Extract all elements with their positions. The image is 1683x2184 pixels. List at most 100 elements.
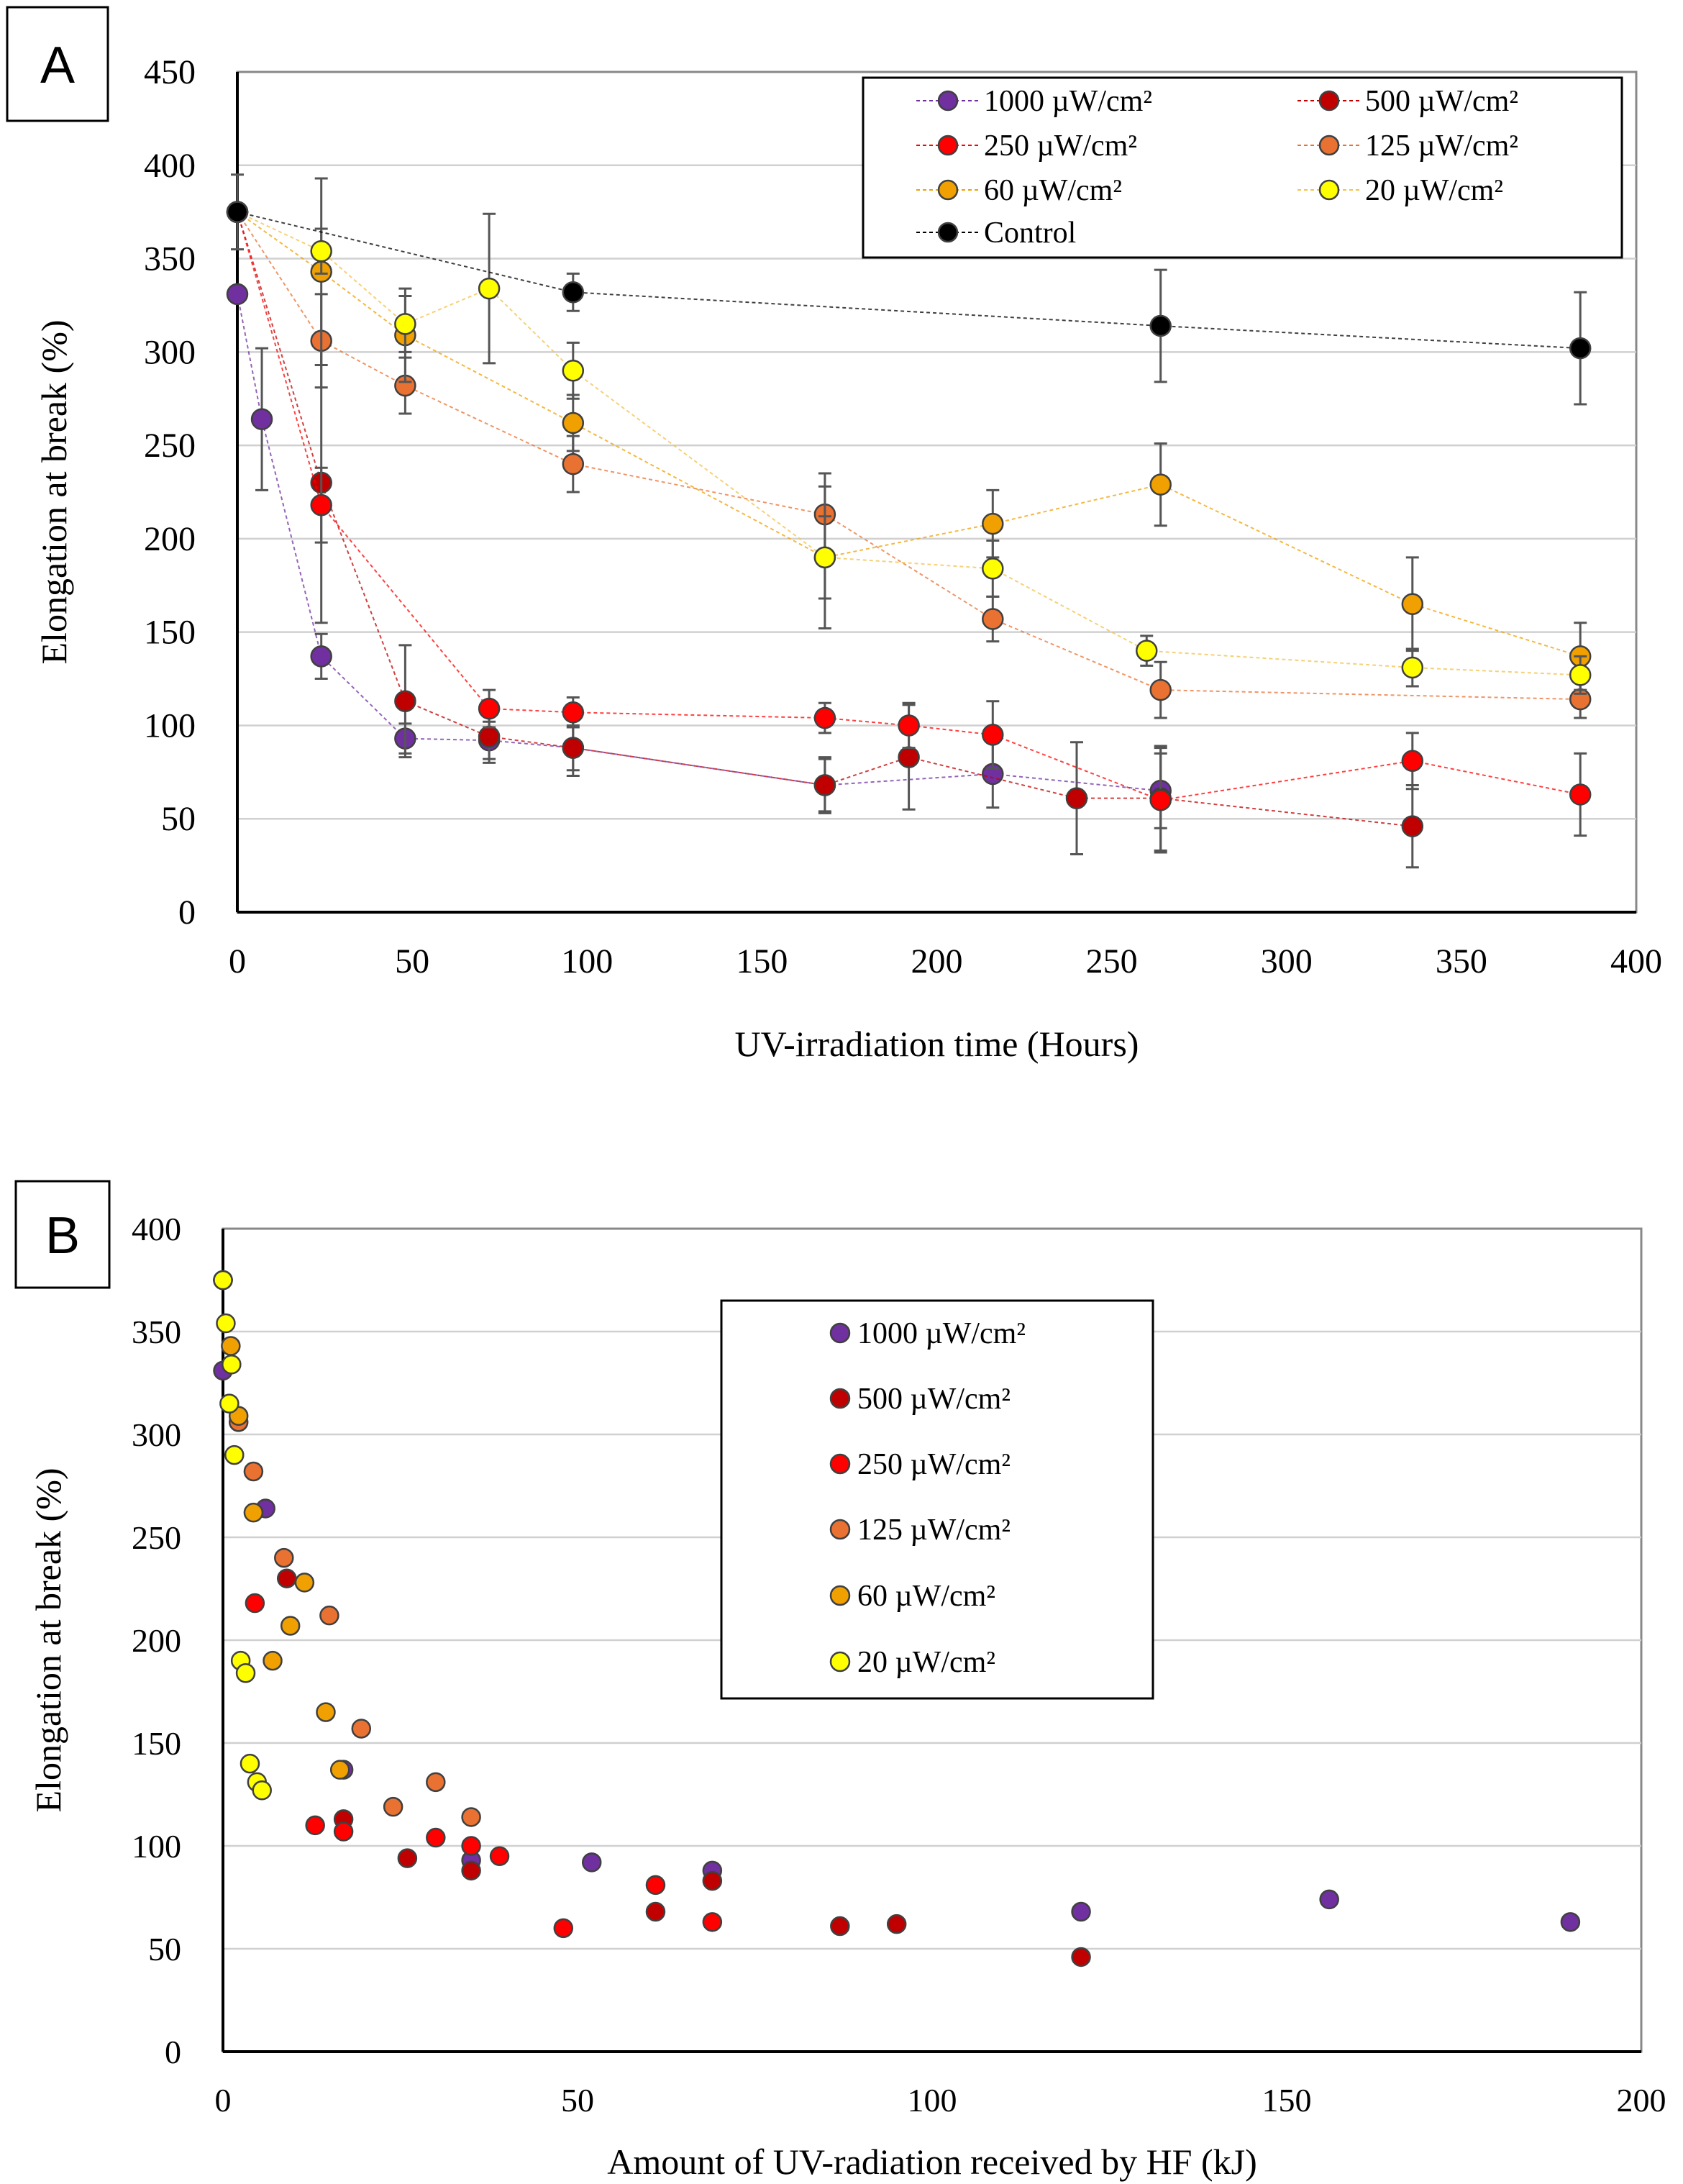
data-point bbox=[310, 240, 332, 263]
data-point bbox=[982, 724, 1004, 746]
legend-label: 1000 µW/cm² bbox=[984, 85, 1152, 118]
data-point bbox=[1401, 750, 1424, 773]
data-point bbox=[562, 281, 585, 304]
x-tick-label: 300 bbox=[1261, 942, 1313, 980]
data-point bbox=[219, 1393, 240, 1414]
data-point bbox=[250, 408, 273, 431]
data-point bbox=[305, 1815, 325, 1836]
data-point bbox=[394, 313, 416, 335]
data-point bbox=[982, 558, 1004, 580]
legend: 1000 µW/cm² 500 µW/cm² 250 µW/cm² 125 µW/cm… bbox=[862, 76, 1623, 259]
data-point bbox=[1319, 1889, 1339, 1910]
data-point bbox=[813, 546, 836, 569]
data-point bbox=[898, 746, 920, 768]
x-tick-label: 50 bbox=[561, 2082, 594, 2119]
data-point bbox=[216, 1313, 236, 1334]
panel-label-box bbox=[14, 1180, 111, 1289]
data-point bbox=[813, 774, 836, 796]
data-point bbox=[982, 608, 1004, 630]
x-tick-label: 0 bbox=[229, 942, 246, 980]
data-point bbox=[397, 1848, 418, 1868]
data-point bbox=[645, 1875, 666, 1896]
data-point bbox=[813, 706, 836, 729]
data-point bbox=[1071, 1947, 1091, 1967]
data-point bbox=[226, 283, 249, 306]
legend-marker bbox=[937, 90, 959, 112]
panel-a: A 0 50 100 150 200 250 300 350 400 450 0 50 100 150 200… bbox=[6, 6, 1662, 1064]
data-point bbox=[252, 1780, 272, 1801]
legend-label: 125 µW/cm² bbox=[857, 1514, 1011, 1547]
y-tick-label: 150 bbox=[132, 1725, 181, 1762]
series-60-w-cm bbox=[213, 1270, 350, 1780]
x-axis-label: UV-irradiation time (Hours) bbox=[735, 1024, 1139, 1064]
data-point bbox=[1149, 314, 1172, 337]
y-tick-label: 0 bbox=[178, 893, 196, 932]
data-point bbox=[1149, 473, 1172, 496]
legend-marker bbox=[829, 1322, 851, 1344]
data-point bbox=[553, 1918, 574, 1939]
legend-marker bbox=[937, 222, 959, 243]
data-point bbox=[886, 1914, 907, 1934]
y-tick-label: 150 bbox=[144, 614, 196, 652]
y-tick-label: 250 bbox=[132, 1519, 181, 1556]
series-line bbox=[237, 211, 1413, 827]
legend-marker bbox=[1318, 179, 1340, 201]
y-tick-label: 200 bbox=[144, 520, 196, 558]
x-tick-label: 150 bbox=[736, 942, 788, 980]
y-tick-label: 50 bbox=[148, 1931, 181, 1967]
y-axis-label: Elongation at break (%) bbox=[34, 320, 74, 665]
data-point bbox=[294, 1573, 315, 1593]
data-point bbox=[1569, 664, 1592, 686]
data-point bbox=[329, 1760, 350, 1780]
x-tick-label: 150 bbox=[1262, 2082, 1312, 2119]
data-point bbox=[702, 1912, 723, 1932]
data-point bbox=[274, 1547, 294, 1568]
legend-box bbox=[720, 1299, 1154, 1700]
legend-marker bbox=[937, 135, 959, 156]
y-tick-label: 50 bbox=[161, 800, 196, 838]
data-point bbox=[1401, 593, 1424, 615]
series-20-w-cm bbox=[213, 1270, 272, 1801]
data-point bbox=[226, 201, 249, 223]
legend-label: 60 µW/cm² bbox=[857, 1580, 995, 1613]
data-point bbox=[319, 1605, 339, 1626]
x-tick-label: 200 bbox=[1617, 2082, 1666, 2119]
data-point bbox=[383, 1796, 403, 1817]
legend-label: 60 µW/cm² bbox=[984, 174, 1122, 207]
data-point bbox=[221, 1336, 241, 1356]
data-point bbox=[1569, 783, 1592, 806]
y-tick-label: 400 bbox=[144, 147, 196, 185]
y-axis-label: Elongation at break (%) bbox=[28, 1468, 68, 1813]
data-point bbox=[461, 1807, 481, 1827]
legend-marker bbox=[937, 179, 959, 201]
data-point bbox=[310, 645, 332, 668]
legend: 1000 µW/cm² 500 µW/cm² 250 µW/cm² 125 µW/cm… bbox=[720, 1299, 1154, 1700]
data-point bbox=[243, 1461, 264, 1482]
panel-label: B bbox=[45, 1207, 80, 1265]
data-point bbox=[478, 725, 501, 748]
data-point bbox=[982, 512, 1004, 535]
series-control bbox=[226, 173, 1592, 406]
data-point bbox=[276, 1568, 297, 1588]
y-tick-label: 400 bbox=[132, 1211, 181, 1247]
y-tick-label: 100 bbox=[144, 706, 196, 745]
x-tick-label: 50 bbox=[395, 942, 429, 980]
series-line bbox=[237, 211, 1581, 801]
legend-label: 500 µW/cm² bbox=[857, 1383, 1011, 1416]
legend-marker bbox=[829, 1651, 851, 1673]
legend-marker bbox=[1318, 90, 1340, 112]
data-point bbox=[645, 1901, 666, 1922]
data-point bbox=[581, 1852, 602, 1873]
data-point bbox=[830, 1916, 850, 1937]
y-tick-label: 0 bbox=[165, 2034, 181, 2070]
data-point bbox=[1149, 678, 1172, 701]
data-point bbox=[1401, 656, 1424, 679]
legend-marker bbox=[829, 1388, 851, 1409]
data-point bbox=[351, 1719, 372, 1739]
legend-label: 500 µW/cm² bbox=[1365, 85, 1518, 118]
data-point bbox=[702, 1870, 723, 1891]
data-point bbox=[310, 493, 332, 517]
legend-label: 250 µW/cm² bbox=[857, 1448, 1011, 1481]
data-point bbox=[1136, 640, 1158, 662]
